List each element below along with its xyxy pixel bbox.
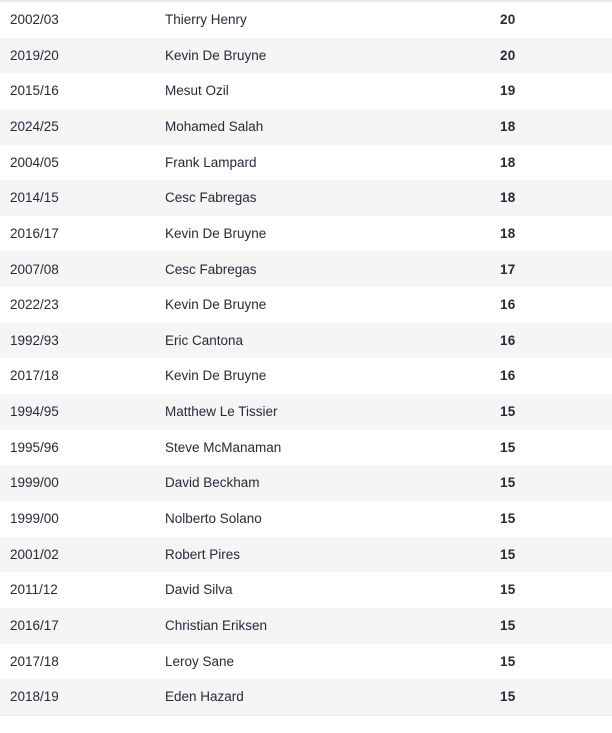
season-cell: 2011/12 bbox=[10, 582, 58, 598]
player-cell: Eden Hazard bbox=[165, 689, 244, 705]
player-cell: Kevin De Bruyne bbox=[165, 47, 267, 63]
player-cell: David Beckham bbox=[165, 475, 260, 491]
season-cell: 2014/15 bbox=[10, 190, 59, 206]
table-row: 2014/15 Cesc Fabregas 18 bbox=[0, 180, 612, 216]
value-cell: 15 bbox=[500, 439, 516, 455]
season-cell: 1995/96 bbox=[10, 439, 59, 455]
table-row: 2002/03 Thierry Henry 20 bbox=[0, 2, 612, 38]
value-cell: 20 bbox=[500, 12, 516, 28]
value-cell: 20 bbox=[500, 47, 516, 63]
table-row: 2017/18 Leroy Sane 15 bbox=[0, 644, 612, 680]
value-cell: 15 bbox=[500, 475, 516, 491]
season-cell: 1999/00 bbox=[10, 475, 59, 491]
player-cell: Robert Pires bbox=[165, 546, 241, 562]
player-cell: David Silva bbox=[165, 582, 233, 598]
player-cell: Kevin De Bruyne bbox=[165, 225, 267, 241]
table-row: 2016/17 Kevin De Bruyne 18 bbox=[0, 216, 612, 252]
value-cell: 15 bbox=[500, 653, 516, 669]
season-cell: 2019/20 bbox=[10, 47, 59, 63]
table-row: 2022/23 Kevin De Bruyne 16 bbox=[0, 287, 612, 323]
table-row: 2004/05 Frank Lampard 18 bbox=[0, 145, 612, 181]
player-cell: Leroy Sane bbox=[165, 653, 235, 669]
season-cell: 2016/17 bbox=[10, 225, 59, 241]
season-cell: 1992/93 bbox=[10, 332, 59, 348]
player-cell: Cesc Fabregas bbox=[165, 190, 257, 206]
player-cell: Mohamed Salah bbox=[165, 118, 264, 134]
player-cell: Kevin De Bruyne bbox=[165, 368, 267, 384]
value-cell: 15 bbox=[500, 617, 516, 633]
stats-table: 2002/03 Thierry Henry 20 2019/20 Kevin D… bbox=[0, 0, 612, 716]
season-cell: 2004/05 bbox=[10, 154, 59, 170]
table-row: 2015/16 Mesut Ozil 19 bbox=[0, 73, 612, 109]
value-cell: 18 bbox=[500, 225, 516, 241]
season-cell: 2016/17 bbox=[10, 617, 59, 633]
table-row: 1992/93 Eric Cantona 16 bbox=[0, 322, 612, 359]
season-cell: 2007/08 bbox=[10, 261, 59, 277]
season-cell: 2002/03 bbox=[10, 12, 59, 28]
table-row: 1999/00 Nolberto Solano 15 bbox=[0, 501, 612, 537]
table-row: 2016/17 Christian Eriksen 15 bbox=[0, 607, 612, 644]
value-cell: 15 bbox=[500, 404, 516, 420]
season-cell: 2024/25 bbox=[10, 118, 59, 134]
table-row: 2007/08 Cesc Fabregas 17 bbox=[0, 251, 612, 288]
value-cell: 15 bbox=[500, 689, 516, 705]
table-row: 1995/96 Steve McManaman 15 bbox=[0, 430, 612, 466]
player-cell: Nolberto Solano bbox=[165, 511, 262, 527]
season-cell: 2022/23 bbox=[10, 297, 59, 313]
player-cell: Matthew Le Tissier bbox=[165, 404, 278, 420]
player-cell: Mesut Ozil bbox=[165, 83, 229, 99]
player-cell: Steve McManaman bbox=[165, 439, 282, 455]
value-cell: 18 bbox=[500, 118, 516, 134]
value-cell: 18 bbox=[500, 154, 516, 170]
value-cell: 15 bbox=[500, 511, 516, 527]
player-cell: Frank Lampard bbox=[165, 154, 257, 170]
table-row: 2017/18 Kevin De Bruyne 16 bbox=[0, 358, 612, 394]
season-cell: 1999/00 bbox=[10, 511, 59, 527]
value-cell: 16 bbox=[500, 368, 516, 384]
player-cell: Eric Cantona bbox=[165, 332, 244, 348]
table-row: 2018/19 Eden Hazard 15 bbox=[0, 679, 612, 715]
value-cell: 18 bbox=[500, 190, 516, 206]
player-cell: Christian Eriksen bbox=[165, 617, 268, 633]
season-cell: 2017/18 bbox=[10, 653, 59, 669]
value-cell: 19 bbox=[500, 83, 516, 99]
value-cell: 15 bbox=[500, 582, 516, 598]
player-cell: Cesc Fabregas bbox=[165, 261, 257, 277]
player-cell: Thierry Henry bbox=[165, 12, 247, 28]
player-cell: Kevin De Bruyne bbox=[165, 297, 267, 313]
table-row: 2019/20 Kevin De Bruyne 20 bbox=[0, 37, 612, 74]
season-cell: 2001/02 bbox=[10, 546, 59, 562]
value-cell: 15 bbox=[500, 546, 516, 562]
table-row: 2001/02 Robert Pires 15 bbox=[0, 536, 612, 573]
value-cell: 16 bbox=[500, 332, 516, 348]
value-cell: 16 bbox=[500, 297, 516, 313]
table-row: 1994/95 Matthew Le Tissier 15 bbox=[0, 394, 612, 430]
value-cell: 17 bbox=[500, 261, 516, 277]
season-cell: 1994/95 bbox=[10, 404, 59, 420]
table-row: 2011/12 David Silva 15 bbox=[0, 572, 612, 608]
season-cell: 2018/19 bbox=[10, 689, 59, 705]
table-row: 2024/25 Mohamed Salah 18 bbox=[0, 108, 612, 145]
season-cell: 2017/18 bbox=[10, 368, 59, 384]
season-cell: 2015/16 bbox=[10, 83, 59, 99]
table-row: 1999/00 David Beckham 15 bbox=[0, 465, 612, 501]
